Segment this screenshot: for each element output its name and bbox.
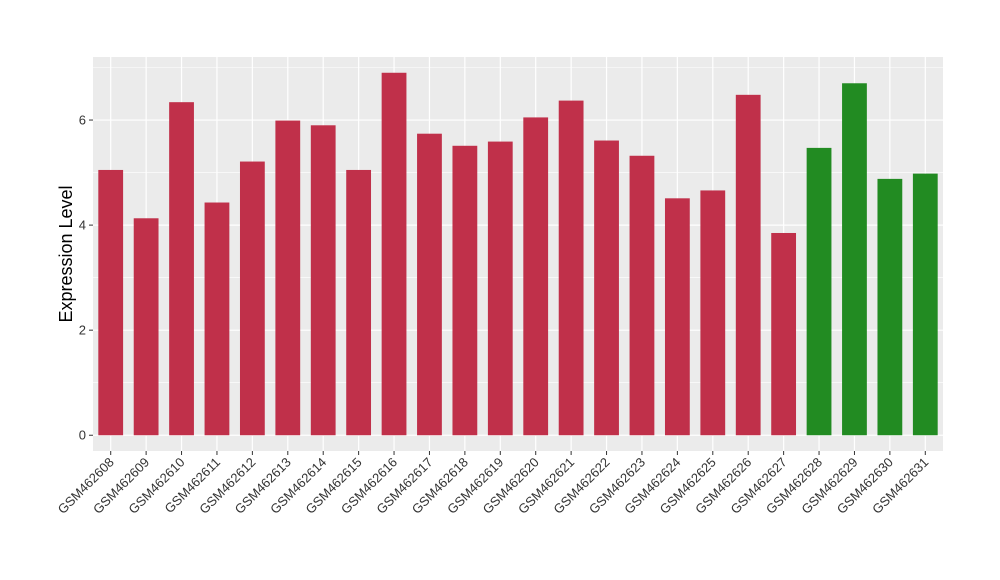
bar-gsm462612 [239, 161, 265, 436]
bar-gsm462631 [912, 173, 938, 436]
bar-gsm462629 [842, 83, 867, 436]
bar-gsm462626 [735, 94, 761, 436]
y-axis: 0 2 4 6 [79, 113, 93, 443]
bar-gsm462610 [169, 102, 194, 436]
x-axis: GSM462608GSM462609GSM462610GSM462611GSM4… [55, 451, 931, 517]
bar-gsm462621 [558, 100, 584, 436]
y-tick-label: 0 [79, 428, 86, 443]
bar-gsm462623 [629, 155, 655, 436]
bar-gsm462616 [381, 72, 407, 436]
bar-gsm462625 [700, 190, 726, 436]
plot-panel [93, 57, 943, 451]
bar-gsm462614 [310, 125, 336, 436]
bar-gsm462620 [523, 117, 549, 436]
y-tick-label: 4 [79, 218, 86, 233]
bar-gsm462624 [664, 198, 690, 436]
bars [98, 72, 938, 436]
bar-gsm462619 [487, 141, 513, 436]
bar-gsm462617 [417, 133, 442, 436]
bar-gsm462613 [275, 120, 301, 436]
minor-gridlines [93, 67, 943, 384]
y-tick-label: 6 [79, 113, 86, 128]
y-tick-label: 2 [79, 323, 86, 338]
bar-gsm462622 [594, 140, 619, 436]
bar-gsm462630 [877, 178, 903, 436]
bar-gsm462608 [98, 169, 124, 436]
bar-gsm462615 [346, 169, 372, 436]
bar-gsm462609 [133, 218, 159, 436]
bar-gsm462628 [806, 147, 832, 436]
y-axis-title: Expression Level [56, 185, 76, 322]
bar-gsm462611 [204, 202, 230, 436]
bar-gsm462627 [771, 232, 797, 436]
bar-gsm462618 [452, 145, 478, 436]
